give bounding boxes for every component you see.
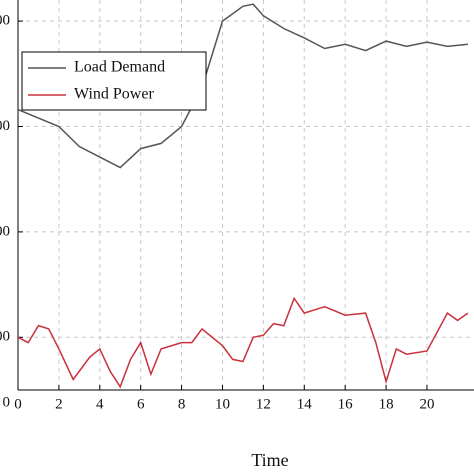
- y-tick-label: 0: [3, 394, 11, 410]
- y-tick-label: 00: [0, 223, 10, 239]
- line-series: [17, 3, 468, 169]
- legend-label: Wind Power: [74, 86, 154, 103]
- x-tick-label: 14: [297, 396, 313, 412]
- x-tick-label: 8: [178, 396, 186, 412]
- x-axis-label: Time: [251, 450, 288, 470]
- line-series: [17, 296, 469, 389]
- x-tick-label: 12: [256, 396, 271, 412]
- legend-box: [21, 51, 207, 111]
- x-tick-label: 6: [137, 396, 145, 412]
- y-tick-label: 00: [0, 13, 10, 29]
- x-tick-label: 0: [14, 396, 22, 412]
- x-tick-label: 4: [96, 396, 104, 412]
- y-tick-label: 00: [0, 329, 10, 345]
- x-tick-label: 18: [379, 396, 394, 412]
- x-tick-label: 10: [215, 396, 230, 412]
- legend-label: Load Demand: [74, 59, 165, 76]
- x-tick-label: 2: [55, 396, 63, 412]
- x-tick-label: 16: [338, 396, 354, 412]
- x-tick-label: 20: [419, 396, 434, 412]
- y-tick-label: 00: [0, 118, 10, 134]
